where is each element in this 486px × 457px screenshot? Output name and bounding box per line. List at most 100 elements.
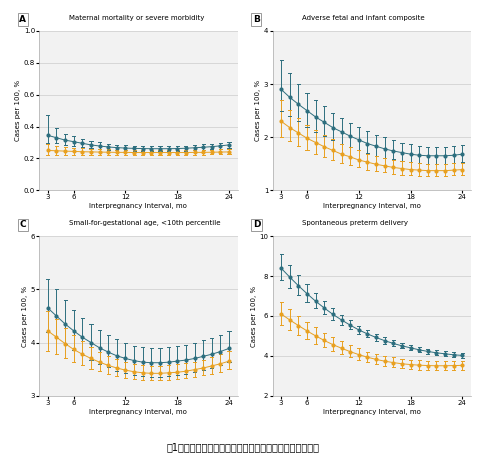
Point	[96, 149, 104, 156]
Point	[458, 352, 466, 359]
Point	[165, 145, 173, 152]
Y-axis label: Cases per 100, %: Cases per 100, %	[15, 80, 21, 141]
Point	[52, 334, 60, 341]
Point	[174, 357, 181, 365]
Point	[424, 167, 432, 174]
Point	[208, 149, 216, 156]
Point	[147, 359, 155, 367]
Text: Adverse fetal and infant composite: Adverse fetal and infant composite	[302, 15, 425, 21]
Point	[450, 351, 458, 358]
Point	[182, 356, 190, 364]
Point	[70, 327, 78, 335]
Point	[347, 133, 354, 140]
Point	[208, 351, 216, 358]
Point	[130, 145, 138, 152]
Point	[147, 149, 155, 156]
Point	[398, 342, 406, 350]
Y-axis label: Cases per 100, %: Cases per 100, %	[22, 286, 28, 346]
Point	[450, 362, 458, 369]
Text: Small-for-gestational age, <10th percentile: Small-for-gestational age, <10th percent…	[69, 220, 221, 226]
Point	[44, 304, 52, 312]
Point	[389, 340, 397, 347]
Point	[174, 369, 181, 376]
Point	[364, 330, 371, 338]
Point	[278, 265, 285, 272]
X-axis label: Interpregnancy Interval, mo: Interpregnancy Interval, mo	[89, 409, 188, 414]
Point	[338, 128, 346, 136]
Point	[156, 359, 164, 367]
Point	[424, 348, 432, 355]
Point	[329, 311, 337, 318]
Point	[217, 142, 225, 149]
Point	[104, 348, 112, 356]
Point	[338, 150, 346, 158]
Point	[303, 290, 311, 298]
Point	[312, 139, 320, 146]
Text: A: A	[19, 15, 26, 24]
Point	[78, 334, 86, 341]
Point	[104, 143, 112, 151]
Point	[70, 346, 78, 353]
Text: C: C	[19, 220, 26, 229]
Point	[278, 117, 285, 125]
Point	[182, 144, 190, 152]
Point	[407, 150, 415, 158]
Point	[441, 167, 449, 174]
Y-axis label: Cases per 100, %: Cases per 100, %	[251, 286, 257, 346]
Point	[96, 359, 104, 366]
Point	[381, 337, 389, 344]
Point	[389, 359, 397, 366]
Point	[441, 152, 449, 159]
Point	[286, 124, 294, 131]
Point	[424, 152, 432, 159]
Point	[147, 145, 155, 152]
Point	[286, 94, 294, 101]
Point	[389, 164, 397, 171]
Point	[416, 166, 423, 174]
Point	[458, 361, 466, 369]
Point	[139, 359, 147, 366]
Point	[458, 150, 466, 158]
Point	[416, 152, 423, 159]
Point	[165, 359, 173, 366]
Point	[329, 341, 337, 348]
Point	[320, 304, 328, 312]
Point	[139, 145, 147, 152]
Point	[347, 153, 354, 160]
Point	[139, 369, 147, 377]
Point	[407, 344, 415, 351]
Point	[355, 156, 363, 164]
Point	[433, 167, 440, 174]
Point	[329, 147, 337, 154]
Point	[416, 361, 423, 369]
Point	[165, 369, 173, 377]
Point	[191, 366, 198, 373]
Point	[182, 367, 190, 375]
Point	[165, 149, 173, 156]
Point	[44, 147, 52, 154]
Point	[113, 364, 121, 372]
Point	[338, 345, 346, 352]
Point	[191, 144, 198, 151]
Point	[61, 340, 69, 347]
Point	[87, 148, 95, 155]
Point	[424, 362, 432, 369]
Point	[450, 152, 458, 159]
Point	[381, 145, 389, 153]
Point	[225, 141, 233, 149]
Text: Maternal mortality or severe morbidity: Maternal mortality or severe morbidity	[69, 15, 204, 21]
Point	[278, 310, 285, 318]
Point	[312, 113, 320, 121]
Point	[104, 149, 112, 156]
Text: D: D	[253, 220, 260, 229]
Point	[312, 298, 320, 305]
Point	[295, 101, 302, 108]
Point	[122, 149, 129, 156]
Point	[381, 357, 389, 365]
Point	[225, 345, 233, 352]
Point	[389, 147, 397, 154]
Point	[433, 349, 440, 356]
Point	[96, 344, 104, 351]
Point	[320, 337, 328, 344]
Point	[199, 149, 207, 156]
